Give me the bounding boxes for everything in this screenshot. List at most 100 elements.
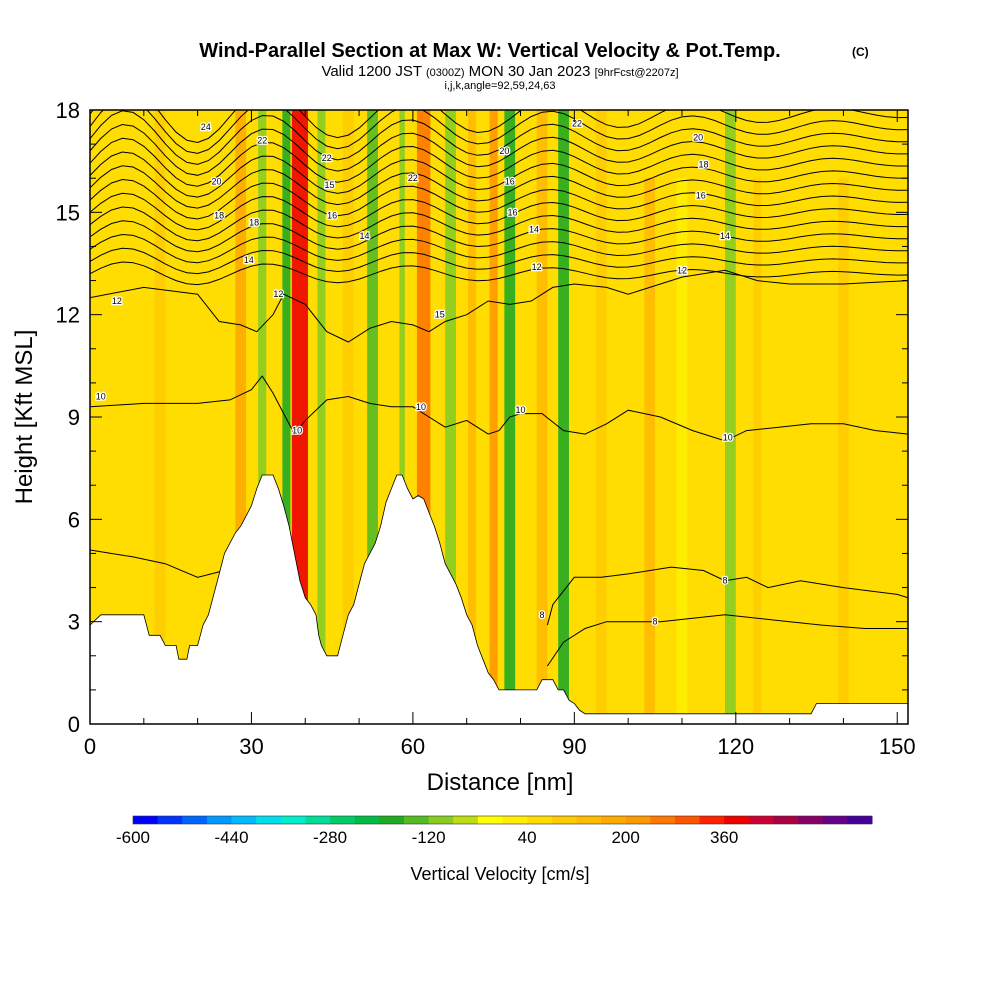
colorbar-swatch-4 bbox=[231, 816, 257, 824]
theta-contour-10-3 bbox=[90, 375, 908, 442]
contour-label-2: 20 bbox=[211, 177, 221, 187]
contour-label-8: 22 bbox=[322, 153, 332, 163]
y-tick-label-15: 15 bbox=[56, 200, 80, 225]
contour-label-26: 12 bbox=[677, 265, 687, 275]
contour-label-4: 18 bbox=[249, 218, 259, 228]
colorbar-swatch-12 bbox=[428, 816, 454, 824]
contour-label-29: 10 bbox=[723, 432, 733, 442]
x-axis-label: Distance [nm] bbox=[427, 769, 574, 796]
contour-label-6: 12 bbox=[273, 289, 283, 299]
upper-isentrope-11 bbox=[90, 110, 908, 165]
contour-label-18: 14 bbox=[529, 224, 539, 234]
theta-contour-12-4 bbox=[90, 269, 908, 343]
colorbar-swatch-25 bbox=[748, 816, 774, 824]
contour-label-11: 14 bbox=[359, 231, 369, 241]
contour-label-20: 10 bbox=[516, 405, 526, 415]
x-tick-label-60: 60 bbox=[401, 734, 425, 759]
velocity-column-5 bbox=[317, 110, 326, 724]
velocity-column-12 bbox=[489, 110, 498, 724]
contour-label-27: 12 bbox=[112, 296, 122, 306]
colorbar-swatch-1 bbox=[157, 816, 183, 824]
upper-isentrope-5 bbox=[90, 192, 908, 231]
contour-label-25: 14 bbox=[720, 231, 730, 241]
terrain-outline bbox=[90, 474, 908, 715]
colorbar-swatch-3 bbox=[206, 816, 233, 824]
x-tick-label-0: 0 bbox=[84, 734, 96, 759]
colorbar-swatch-10 bbox=[379, 816, 405, 824]
contour-label-16: 16 bbox=[505, 177, 515, 187]
colorbar-tick-label-2: -280 bbox=[313, 828, 347, 847]
velocity-column-21 bbox=[784, 178, 795, 724]
upper-isentrope-3 bbox=[90, 220, 908, 253]
upper-isentrope-10 bbox=[90, 123, 908, 176]
contour-label-13: 15 bbox=[435, 310, 445, 320]
contour-label-32: 8 bbox=[540, 610, 545, 620]
contour-label-12: 22 bbox=[408, 173, 418, 183]
contour-label-0: 24 bbox=[201, 122, 211, 132]
theta-contour-6-0 bbox=[90, 549, 225, 578]
colorbar-swatch-22 bbox=[674, 816, 701, 824]
colorbar-label: Vertical Velocity [cm/s] bbox=[410, 864, 589, 884]
velocity-column-20 bbox=[753, 178, 762, 724]
zulu-time: (0300Z) bbox=[426, 67, 465, 79]
upper-isentrope-8 bbox=[90, 151, 908, 198]
colorbar-swatch-21 bbox=[650, 816, 676, 824]
colorbar-tick-label-1: -440 bbox=[215, 828, 249, 847]
colorbar-tick-label-0: -600 bbox=[116, 828, 150, 847]
velocity-column-7 bbox=[367, 110, 378, 724]
contour-label-9: 15 bbox=[324, 180, 334, 190]
colorbar-swatch-26 bbox=[773, 816, 799, 824]
velocity-column-10 bbox=[445, 110, 456, 724]
colorbar-swatch-23 bbox=[699, 816, 725, 824]
contour-label-19: 12 bbox=[532, 262, 542, 272]
velocity-column-2 bbox=[258, 110, 267, 724]
valid-time: Valid 1200 JST bbox=[321, 63, 421, 80]
x-tick-label-150: 150 bbox=[879, 734, 916, 759]
colorbar-swatch-15 bbox=[502, 816, 528, 824]
upper-isentrope-7 bbox=[90, 165, 908, 209]
y-tick-label-0: 0 bbox=[68, 712, 80, 737]
upper-isentrope-6 bbox=[90, 178, 908, 220]
velocity-column-14 bbox=[536, 110, 548, 724]
upper-isentrope-2 bbox=[90, 233, 908, 264]
contour-label-5: 14 bbox=[244, 255, 254, 265]
colorbar-swatch-2 bbox=[182, 816, 208, 824]
upper-isentrope-12 bbox=[90, 110, 908, 154]
valid-date: MON 30 Jan 2023 bbox=[469, 63, 591, 80]
colorbar-tick-label-6: 360 bbox=[710, 828, 738, 847]
upper-isentrope-13 bbox=[90, 110, 908, 144]
velocity-column-18 bbox=[676, 178, 688, 724]
contour-label-31: 8 bbox=[653, 617, 658, 627]
contour-label-7: 10 bbox=[292, 426, 302, 436]
colorbar-swatch-27 bbox=[798, 816, 824, 824]
copyright-mark: (C) bbox=[852, 45, 869, 59]
plot-area: 24 22 20 18 18 14 12 10 22 15 16 14 22 15 10 20 16 16 14 12… bbox=[90, 110, 908, 724]
colorbar-swatch-14 bbox=[477, 816, 503, 824]
contour-label-28: 10 bbox=[96, 392, 106, 402]
y-tick-label-6: 6 bbox=[68, 507, 80, 532]
upper-isentrope-0 bbox=[90, 261, 908, 286]
y-tick-label-3: 3 bbox=[68, 610, 80, 635]
x-tick-label-90: 90 bbox=[562, 734, 586, 759]
velocity-column-11 bbox=[468, 110, 477, 724]
terrain-mask bbox=[90, 475, 908, 724]
colorbar-frame bbox=[132, 815, 873, 825]
x-tick-label-30: 30 bbox=[239, 734, 263, 759]
upper-isentrope-9 bbox=[90, 137, 908, 187]
velocity-column-17 bbox=[644, 178, 656, 724]
chart-title: Wind-Parallel Section at Max W: Vertical… bbox=[199, 40, 780, 62]
colorbar-swatch-7 bbox=[305, 816, 331, 824]
colorbar-swatch-19 bbox=[601, 816, 627, 824]
upper-isentrope-1 bbox=[90, 247, 908, 275]
contour-labels: 24 22 20 18 18 14 12 10 22 15 16 14 22 15 10 20 16 16 14 12… bbox=[95, 117, 734, 628]
velocity-column-1 bbox=[235, 110, 247, 724]
colorbar-swatch-17 bbox=[551, 816, 577, 824]
colorbar-swatch-9 bbox=[354, 816, 380, 824]
colorbar-swatch-8 bbox=[330, 816, 356, 824]
contour-label-22: 20 bbox=[693, 132, 703, 142]
contour-label-3: 18 bbox=[214, 211, 224, 221]
colorbar-swatch-18 bbox=[576, 816, 602, 824]
colorbar: -600 -440 -280 -120 40 200 360 bbox=[116, 815, 873, 847]
velocity-column-0 bbox=[154, 110, 166, 724]
